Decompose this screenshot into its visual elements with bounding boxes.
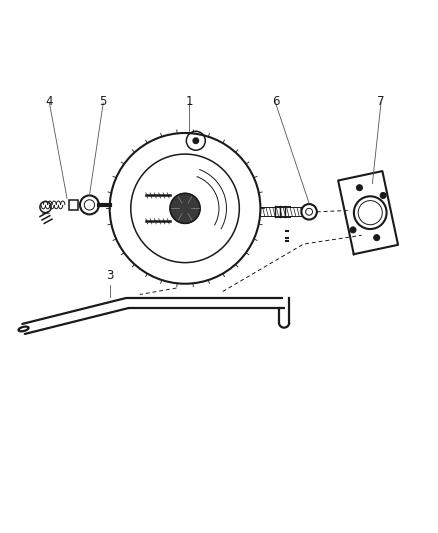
Circle shape [356, 184, 362, 191]
Text: 7: 7 [376, 95, 384, 108]
Circle shape [192, 138, 199, 144]
Text: 3: 3 [106, 270, 113, 282]
Text: 5: 5 [99, 95, 107, 108]
Text: 1: 1 [185, 95, 193, 108]
Circle shape [373, 235, 379, 241]
Text: 6: 6 [271, 95, 279, 108]
Circle shape [379, 192, 385, 198]
Circle shape [170, 193, 200, 223]
Text: 4: 4 [46, 95, 53, 108]
Circle shape [349, 227, 355, 233]
